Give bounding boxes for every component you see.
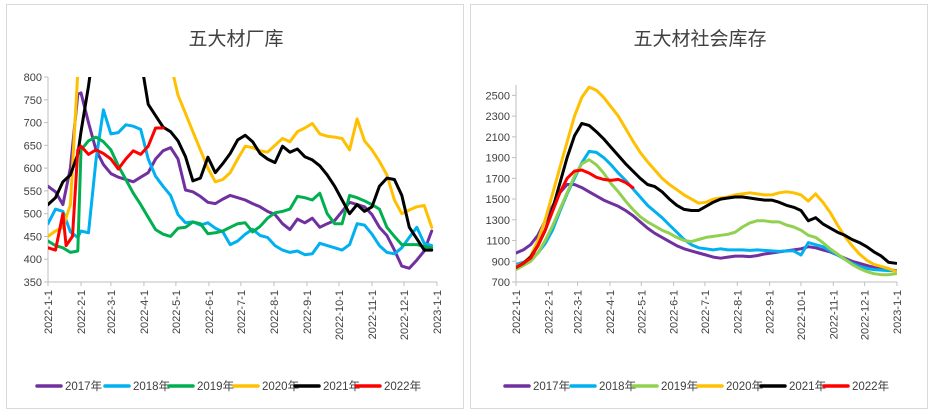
y-tick-label: 450 — [24, 231, 42, 243]
chart-svg: 五大材社会库存 700 900 1100 1300 1500 1700 1900 2100 230… — [486, 28, 904, 393]
x-tick-label: 2022-10-1 — [334, 290, 346, 340]
y-tick-label: 1500 — [486, 194, 510, 206]
x-tick-label: 2022-6-1 — [204, 290, 216, 334]
legend-label: 2020年 — [726, 379, 763, 393]
x-tick-label: 2022-1-1 — [511, 290, 523, 334]
legend-label: 2018年 — [599, 379, 636, 393]
x-tick-label: 2022-9-1 — [765, 290, 777, 334]
x-tick-label: 2022-2-1 — [76, 290, 88, 334]
series-line-2021年 — [516, 121, 897, 269]
y-tick-label: 1700 — [486, 173, 510, 185]
x-tick-label: 2022-1-1 — [43, 290, 55, 334]
legend-label: 2019年 — [197, 379, 234, 393]
chart-title: 五大材厂库 — [188, 28, 283, 50]
legend-label: 2018年 — [133, 379, 170, 393]
x-tick-label: 2022-6-1 — [669, 290, 681, 334]
x-tick-label: 2022-2-1 — [543, 290, 555, 334]
x-tick-label: 2022-4-1 — [605, 290, 617, 334]
series-line-2018年 — [516, 149, 897, 273]
x-tick-label: 2023-1-1 — [432, 290, 444, 334]
series-group — [516, 85, 897, 277]
x-tick-label: 2022-12-1 — [399, 290, 411, 340]
x-tick-label: 2022-5-1 — [636, 290, 648, 334]
y-tick-label: 350 — [24, 277, 42, 289]
series-group — [48, 77, 434, 270]
x-tick-label: 2022-12-1 — [860, 290, 872, 340]
x-tick-label: 2022-8-1 — [732, 290, 744, 334]
chart-panel-factory-inventory: 五大材厂库 350 400 450 500 550 600 650 700 750 800 2022-… — [6, 4, 464, 409]
series-line-2019年 — [516, 158, 897, 277]
series-line-2022年 — [516, 168, 635, 269]
x-tick-label: 2022-7-1 — [236, 290, 248, 334]
chart-title: 五大材社会库存 — [633, 28, 766, 50]
chart-panel-social-inventory: 五大材社会库存 700 900 1100 1300 1500 1700 1900 2100 230… — [470, 4, 928, 409]
legend-label: 2020年 — [262, 379, 299, 393]
y-tick-label: 550 — [24, 186, 42, 198]
series-line-2020年 — [48, 77, 434, 238]
chart-svg: 五大材厂库 350 400 450 500 550 600 650 700 750 800 2022-… — [24, 28, 444, 393]
x-tick-label: 2022-5-1 — [171, 290, 183, 334]
y-tick-label: 650 — [24, 140, 42, 152]
legend-label: 2019年 — [661, 379, 698, 393]
x-tick-label: 2022-7-1 — [700, 290, 712, 334]
y-tick-label: 600 — [24, 163, 42, 175]
legend-label: 2021年 — [789, 379, 826, 393]
series-line-2021年 — [48, 77, 434, 252]
y-tick-label: 1100 — [486, 236, 510, 248]
y-tick-label: 1300 — [486, 215, 510, 227]
series-line-2018年 — [48, 108, 434, 257]
y-tick-label: 500 — [24, 209, 42, 221]
series-line-2020年 — [516, 85, 897, 274]
series-line-2019年 — [48, 135, 434, 254]
x-tick-label: 2022-3-1 — [573, 290, 585, 334]
y-tick-label: 900 — [492, 256, 510, 268]
x-tick-label: 2022-4-1 — [139, 290, 151, 334]
y-tick-label: 2300 — [486, 111, 510, 123]
legend-label: 2022年 — [384, 379, 421, 393]
y-tick-label: 1900 — [486, 153, 510, 165]
series-line-2022年 — [48, 126, 165, 252]
x-tick-label: 2022-11-1 — [367, 290, 379, 339]
x-tick-label: 2022-8-1 — [269, 290, 281, 334]
y-tick-label: 700 — [24, 118, 42, 130]
legend-label: 2021年 — [323, 379, 360, 393]
y-tick-label: 2100 — [486, 132, 510, 144]
y-tick-label: 800 — [24, 72, 42, 84]
x-tick-label: 2022-10-1 — [796, 290, 808, 340]
y-tick-label: 750 — [24, 95, 42, 107]
x-tick-label: 2022-3-1 — [106, 290, 118, 334]
legend-label: 2017年 — [533, 379, 570, 393]
x-tick-label: 2022-9-1 — [302, 290, 314, 334]
y-tick-label: 400 — [24, 254, 42, 266]
legend-label: 2017年 — [65, 379, 102, 393]
y-tick-label: 700 — [492, 277, 510, 289]
x-tick-label: 2023-1-1 — [892, 290, 904, 334]
x-tick-label: 2022-11-1 — [828, 290, 840, 339]
y-tick-label: 2500 — [486, 90, 510, 102]
legend-label: 2022年 — [852, 379, 889, 393]
